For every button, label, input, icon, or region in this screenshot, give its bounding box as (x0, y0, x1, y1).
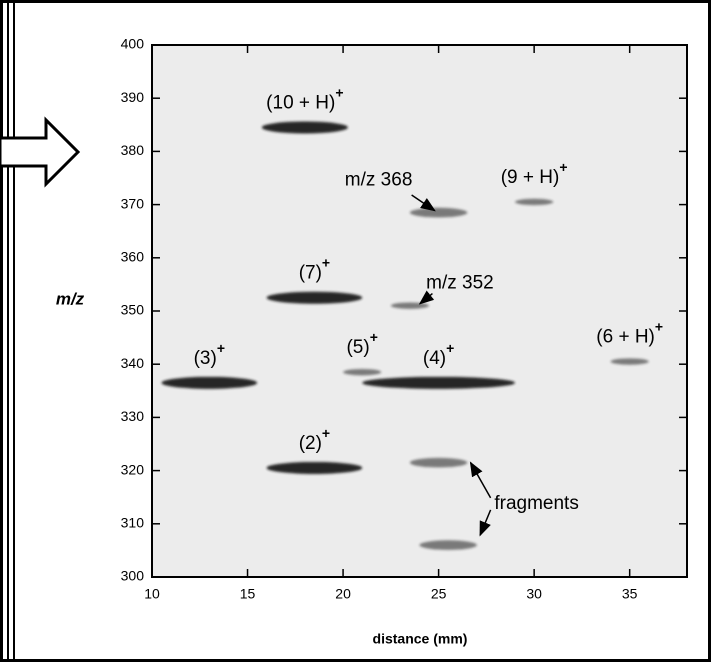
spot (362, 376, 516, 389)
pointer-arrow (0, 116, 81, 188)
spot-label: (7)+ (299, 254, 330, 283)
spot-label: (3)+ (194, 340, 225, 369)
spot-label-sup: + (322, 254, 330, 270)
spot (261, 121, 348, 134)
spot-label-sup: + (370, 329, 378, 345)
spot-label-text: m/z 368 (345, 170, 413, 191)
fragments-label: fragments (494, 493, 578, 514)
spot-label-text: (6 + H) (596, 327, 655, 348)
y-tick-label: 310 (121, 515, 145, 531)
spot (409, 457, 468, 468)
spot-label-text: (4) (423, 348, 446, 369)
spot-label: (2)+ (299, 425, 330, 454)
y-axis-label: m/z (56, 289, 85, 308)
spot-label: m/z 352 (426, 273, 494, 294)
spot-label-text: (7) (299, 263, 322, 284)
spot-label-text: m/z 352 (426, 273, 494, 294)
y-tick-label: 330 (121, 408, 145, 424)
spot-label: m/z 368 (345, 170, 413, 191)
x-axis-label: distance (mm) (373, 631, 468, 647)
x-tick-label: 20 (335, 586, 351, 602)
y-tick-label: 400 (121, 36, 145, 52)
y-tick-label: 370 (121, 195, 145, 211)
spot (266, 291, 363, 304)
spot-label: (6 + H)+ (596, 318, 663, 347)
arrow (479, 509, 492, 537)
y-tick-label: 320 (121, 461, 145, 477)
spot-label: (9 + H)+ (501, 159, 568, 188)
spot (266, 461, 363, 474)
spot-label-sup: + (446, 340, 454, 356)
y-tick-label: 350 (121, 302, 145, 318)
y-tick-label: 390 (121, 89, 145, 105)
plot-area (151, 44, 688, 578)
x-tick-label: 15 (240, 586, 256, 602)
x-tick-label: 25 (431, 586, 447, 602)
spot-label-text: (9 + H) (501, 167, 560, 188)
spot (419, 540, 477, 550)
spot-label-text: (10 + H) (266, 92, 335, 113)
spot-label-sup: + (335, 84, 343, 100)
spot-label-text: (3) (194, 348, 217, 369)
spot (390, 302, 430, 309)
spot-label-text: (2) (299, 433, 322, 454)
spot (515, 198, 554, 206)
spot (610, 358, 649, 365)
spot-label-sup: + (559, 159, 567, 175)
y-tick-label: 360 (121, 249, 145, 265)
x-tick-label: 10 (144, 586, 160, 602)
spot-label: (5)+ (346, 329, 377, 358)
spot-label: (4)+ (423, 340, 454, 369)
y-tick-label: 300 (121, 568, 145, 584)
arrow (418, 290, 435, 305)
arrow (469, 461, 492, 499)
spot-label-sup: + (322, 425, 330, 441)
x-tick-label: 30 (526, 586, 542, 602)
spot-label-text: (5) (346, 337, 369, 358)
spot (161, 376, 258, 389)
spot (343, 368, 382, 376)
y-tick-label: 380 (121, 142, 145, 158)
spot-label-sup: + (655, 318, 663, 334)
arrow (411, 194, 436, 212)
spot-label-sup: + (217, 340, 225, 356)
spot (409, 207, 468, 218)
x-tick-label: 35 (622, 586, 638, 602)
spot-label: (10 + H)+ (266, 84, 343, 113)
y-tick-label: 340 (121, 355, 145, 371)
